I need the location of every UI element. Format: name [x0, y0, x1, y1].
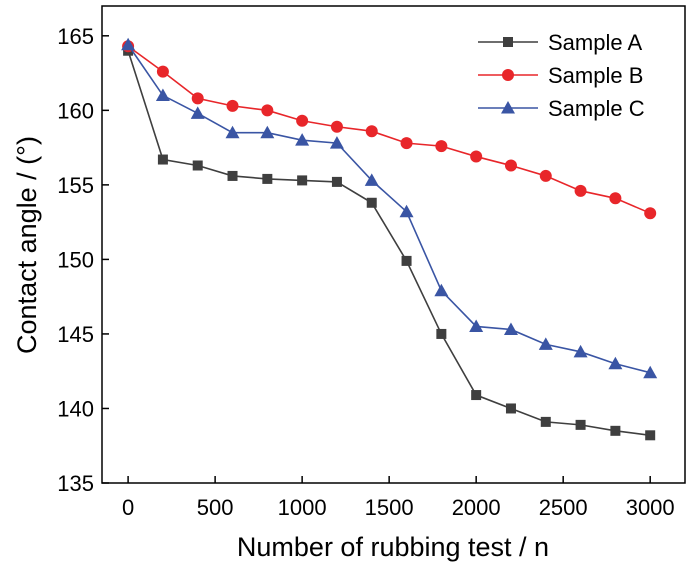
x-tick-label: 3000 — [626, 495, 675, 520]
data-point — [400, 137, 413, 150]
data-point — [470, 150, 483, 163]
data-point — [471, 390, 482, 401]
axis-ticks: 0 500 1000 1500 2000 2500 3000 135 140 145 150 155 1… — [57, 24, 674, 520]
x-tick-label: 500 — [197, 495, 234, 520]
data-point — [297, 175, 308, 186]
data-point — [365, 125, 378, 138]
y-tick-label: 140 — [57, 396, 94, 421]
data-point — [329, 136, 344, 149]
x-tick-label: 0 — [122, 495, 134, 520]
y-tick-label: 160 — [57, 98, 94, 123]
data-point — [505, 403, 516, 414]
data-point — [121, 37, 136, 51]
data-point — [192, 160, 203, 171]
data-point — [191, 92, 204, 105]
data-point — [503, 322, 518, 335]
data-point — [540, 416, 551, 427]
x-tick-label: 2000 — [452, 495, 501, 520]
data-point — [399, 204, 414, 218]
series-sample-b — [122, 40, 657, 220]
data-point — [469, 319, 484, 332]
data-point — [436, 328, 447, 339]
data-point — [261, 104, 274, 117]
series-sample-a — [123, 45, 656, 441]
data-point — [331, 176, 342, 187]
data-point — [609, 192, 622, 205]
y-tick-label: 150 — [57, 247, 94, 272]
legend-marker — [503, 37, 513, 47]
data-point — [227, 170, 238, 181]
series-line — [127, 50, 651, 437]
y-tick-label: 135 — [57, 471, 94, 496]
data-point — [643, 365, 658, 379]
y-axis-title: Contact angle / (°) — [12, 136, 42, 354]
data-point — [330, 120, 343, 133]
data-point — [608, 356, 623, 370]
legend-item-sample-c: Sample C — [478, 96, 645, 121]
data-point — [645, 430, 656, 441]
series-layer — [121, 37, 658, 441]
data-point — [434, 283, 449, 297]
legend: Sample A Sample B Sample C — [478, 30, 645, 121]
y-tick-label: 145 — [57, 322, 94, 347]
data-point — [539, 169, 552, 182]
data-point — [573, 344, 588, 358]
legend-marker — [502, 69, 514, 81]
data-point — [644, 207, 657, 220]
legend-item-sample-b: Sample B — [478, 63, 643, 88]
plot-frame — [101, 5, 686, 484]
data-point — [190, 106, 205, 119]
data-point — [295, 133, 310, 146]
data-point — [262, 173, 273, 184]
y-tick-label: 165 — [57, 24, 94, 49]
series-sample-c — [121, 37, 658, 379]
data-point — [504, 159, 517, 172]
data-point — [225, 125, 240, 139]
legend-label: Sample C — [548, 96, 645, 121]
data-point — [435, 140, 448, 153]
x-axis-title: Number of rubbing test / n — [237, 532, 549, 562]
x-tick-label: 1500 — [365, 495, 414, 520]
legend-marker — [501, 101, 515, 114]
data-point — [296, 114, 309, 127]
data-point — [401, 255, 412, 266]
data-point — [575, 419, 586, 430]
data-point — [574, 184, 587, 197]
data-point — [155, 88, 170, 101]
data-point — [156, 65, 169, 78]
data-point — [157, 154, 168, 165]
y-tick-label: 155 — [57, 173, 94, 198]
x-tick-label: 2500 — [539, 495, 588, 520]
data-point — [610, 425, 621, 436]
legend-label: Sample B — [548, 63, 643, 88]
legend-item-sample-a: Sample A — [478, 30, 642, 55]
data-point — [260, 125, 275, 139]
x-tick-label: 1000 — [278, 495, 327, 520]
data-point — [366, 197, 377, 208]
legend-label: Sample A — [548, 30, 642, 55]
data-point — [538, 337, 553, 350]
data-point — [226, 99, 239, 112]
data-point — [364, 173, 379, 186]
series-line — [127, 44, 651, 374]
series-line — [127, 45, 651, 214]
